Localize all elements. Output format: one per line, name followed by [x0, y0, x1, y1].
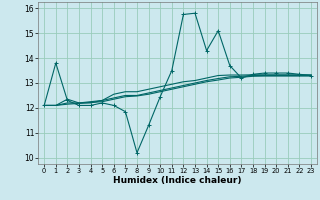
X-axis label: Humidex (Indice chaleur): Humidex (Indice chaleur)	[113, 176, 242, 185]
